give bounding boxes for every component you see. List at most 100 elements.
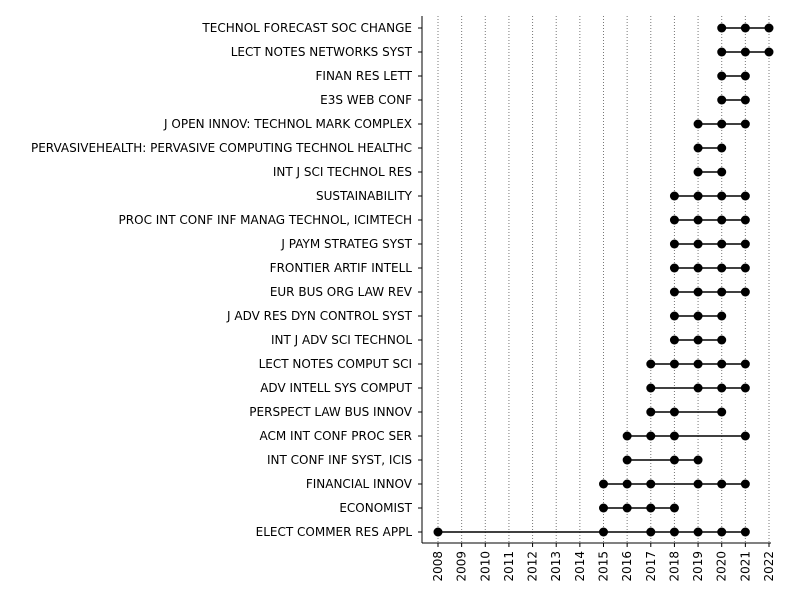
x-tick-label: 2012 (526, 551, 540, 582)
data-point (669, 503, 679, 513)
data-point (622, 455, 632, 465)
y-tick-label: LECT NOTES NETWORKS SYST (231, 45, 413, 59)
y-tick-label: PROC INT CONF INF MANAG TECHNOL, ICIMTEC… (119, 213, 412, 227)
data-point (693, 287, 703, 297)
data-point (693, 143, 703, 153)
data-point (740, 479, 750, 489)
series-row (717, 23, 774, 33)
data-point (599, 479, 608, 489)
data-point (693, 359, 703, 369)
series-row (669, 335, 727, 345)
series-row (717, 71, 750, 81)
data-point (693, 239, 703, 249)
x-tick-label: 2018 (667, 551, 681, 582)
series-row (717, 47, 774, 57)
series-row (622, 455, 703, 465)
data-point (669, 191, 679, 201)
data-point (646, 359, 656, 369)
series-row (433, 527, 750, 537)
x-tick-label: 2017 (644, 551, 658, 582)
data-point (717, 71, 727, 81)
x-tick-label: 2022 (762, 551, 776, 582)
data-point (669, 335, 679, 345)
y-tick-label: J PAYM STRATEG SYST (280, 237, 412, 251)
y-tick-label: LECT NOTES COMPUT SCI (259, 357, 412, 371)
y-tick-label: FRONTIER ARTIF INTELL (270, 261, 413, 275)
data-point (717, 47, 727, 57)
series-row (717, 95, 750, 105)
data-point (622, 431, 632, 441)
x-tick-label: 2021 (738, 551, 752, 582)
data-point (740, 359, 750, 369)
data-point (693, 335, 703, 345)
data-point (740, 119, 750, 129)
data-point (646, 407, 656, 417)
series-row (669, 215, 750, 225)
data-point (717, 191, 727, 201)
data-point (740, 95, 750, 105)
data-point (693, 383, 703, 393)
data-point (693, 479, 703, 489)
series-row (669, 239, 750, 249)
data-point (740, 215, 750, 225)
y-labels: TECHNOL FORECAST SOC CHANGE LECT NOTES NE… (31, 21, 422, 539)
x-tick-label: 2014 (573, 551, 587, 582)
data-point (669, 359, 679, 369)
data-point (693, 455, 703, 465)
data-point (646, 503, 656, 513)
y-tick-label: PERVASIVEHEALTH: PERVASIVE COMPUTING TEC… (31, 141, 412, 155)
data-point (740, 239, 750, 249)
data-point (740, 71, 750, 81)
series-row (622, 431, 750, 441)
series-row (646, 359, 750, 369)
data-point (669, 287, 679, 297)
data-point (693, 167, 703, 177)
series-row (693, 143, 727, 153)
data-point (622, 479, 632, 489)
series-row (669, 287, 750, 297)
series-row (646, 407, 727, 417)
grid-lines (437, 16, 770, 543)
series-row (693, 119, 750, 129)
series-row (599, 479, 750, 489)
data-point (717, 287, 727, 297)
data-point (764, 47, 774, 57)
data-point (669, 239, 679, 249)
y-tick-label: TECHNOL FORECAST SOC CHANGE (201, 21, 412, 35)
data-point (599, 527, 608, 537)
data-point (740, 383, 750, 393)
data-point (717, 143, 727, 153)
data-point (740, 527, 750, 537)
data-point (717, 359, 727, 369)
y-tick-label: ELECT COMMER RES APPL (256, 525, 413, 539)
series-row (669, 311, 727, 321)
data-point (646, 431, 656, 441)
data-point (693, 191, 703, 201)
data-point (433, 527, 443, 537)
y-tick-label: INT CONF INF SYST, ICIS (267, 453, 412, 467)
y-tick-label: ACM INT CONF PROC SER (260, 429, 412, 443)
data-point (717, 119, 727, 129)
y-tick-label: J ADV RES DYN CONTROL SYST (226, 309, 413, 323)
data-point (693, 119, 703, 129)
data-point (693, 527, 703, 537)
data-point (693, 215, 703, 225)
data-point (717, 527, 727, 537)
data-point (717, 335, 727, 345)
y-tick-label: PERSPECT LAW BUS INNOV (249, 405, 412, 419)
data-point (740, 47, 750, 57)
x-ticks: 2008 2009 2010 2011 2012 2013 2014 2015 2016 2017… (431, 543, 776, 582)
x-tick-label: 2020 (715, 551, 729, 582)
data-point (646, 479, 656, 489)
series-row (669, 191, 750, 201)
series-row (693, 167, 727, 177)
data-point (717, 215, 727, 225)
x-tick-label: 2015 (597, 551, 611, 582)
x-tick-label: 2013 (549, 551, 563, 582)
data-point (717, 167, 727, 177)
axes (421, 16, 771, 544)
y-tick-label: INT J SCI TECHNOL RES (273, 165, 412, 179)
series (433, 23, 774, 537)
y-tick-label: ECONOMIST (339, 501, 412, 515)
